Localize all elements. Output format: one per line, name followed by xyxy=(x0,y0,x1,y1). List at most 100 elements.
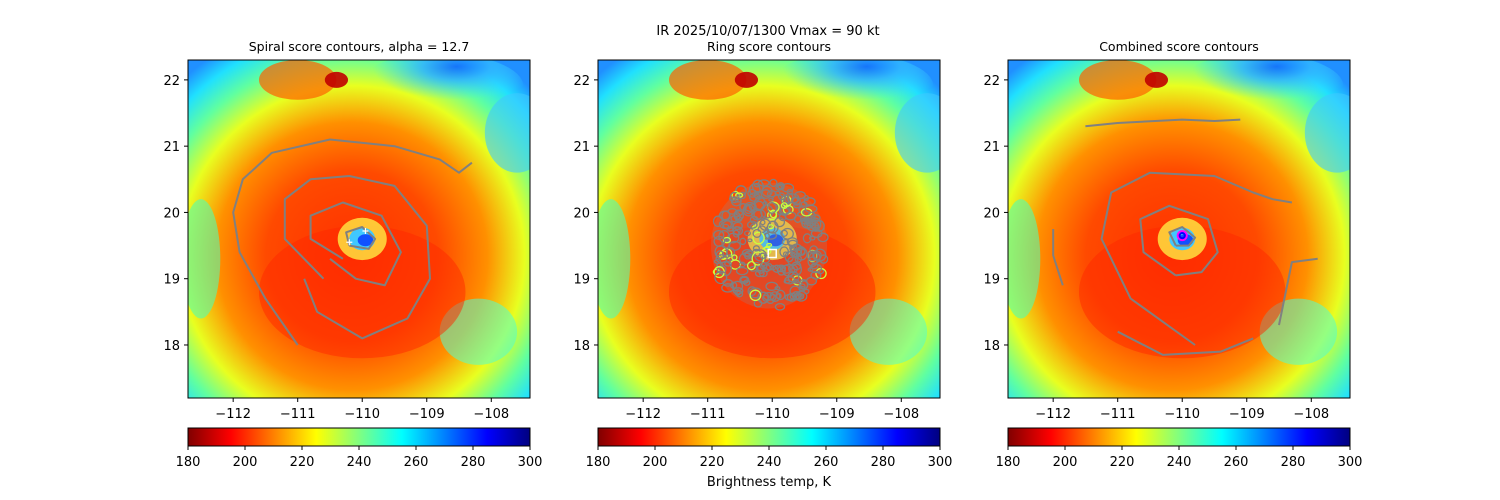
ring-contour xyxy=(714,270,728,285)
center-cross-marker xyxy=(362,227,369,234)
ring-contour xyxy=(807,267,814,272)
contour-line-2 xyxy=(1100,171,1293,346)
y-tick-label: 22 xyxy=(163,74,180,89)
colorbar-tick-label: 300 xyxy=(1338,455,1363,470)
band-west xyxy=(188,199,221,319)
band-southeast xyxy=(1259,298,1338,365)
contour-line-1 xyxy=(232,138,473,346)
ring-contour xyxy=(744,205,753,215)
colorbar-tick-label: 300 xyxy=(928,455,953,470)
outer-band-east xyxy=(1304,93,1350,173)
colorbar-tick-label: 260 xyxy=(404,455,429,470)
ring-contour xyxy=(731,254,738,261)
eye xyxy=(357,234,374,247)
center-square-marker xyxy=(767,248,777,259)
center-circle-marker xyxy=(1178,232,1186,240)
x-tick-label: −108 xyxy=(473,407,509,422)
panel-3: Combined score contours −112 −111 −110 −109 −… xyxy=(983,39,1363,470)
contour-layer xyxy=(710,178,829,311)
ring-contour xyxy=(774,302,786,311)
ring-contour xyxy=(807,256,818,268)
contour-line-7 xyxy=(1168,226,1197,247)
ring-score-contours xyxy=(710,178,829,311)
ring-contour xyxy=(735,215,743,223)
ring-contour xyxy=(769,178,778,188)
colorbar-tick-label: 220 xyxy=(290,455,315,470)
ring-contour xyxy=(759,252,766,260)
colorbar-tick-label: 280 xyxy=(871,455,896,470)
ring-contour xyxy=(765,263,773,271)
ring-contour xyxy=(735,266,749,276)
suptitle: IR 2025/10/07/1300 Vmax = 90 kt xyxy=(656,24,879,39)
ring-contour xyxy=(746,260,756,271)
eye xyxy=(767,234,784,247)
ring-contour xyxy=(747,238,753,243)
ring-contour xyxy=(757,291,770,304)
colorbar-tick-label: 240 xyxy=(757,455,782,470)
brightness-temp-image xyxy=(188,60,530,398)
ring-contour xyxy=(728,240,742,251)
colorbar-tick-label: 260 xyxy=(1224,455,1249,470)
ring-contour xyxy=(740,276,749,283)
y-tick-label: 18 xyxy=(983,339,1000,354)
ring-contour xyxy=(766,201,777,214)
panel-1: Spiral score contours, alpha = 12.7 −112 −… xyxy=(163,39,542,470)
ring-contour xyxy=(806,220,820,232)
ring-contour xyxy=(726,246,736,258)
ring-contour xyxy=(744,252,752,260)
colorbar-tick-label: 180 xyxy=(996,455,1021,470)
axes-frame xyxy=(1007,59,1351,399)
ring-contour xyxy=(753,209,767,220)
colorbar-tick-label: 220 xyxy=(700,455,725,470)
ring-contour xyxy=(739,237,747,246)
ring-contour xyxy=(792,278,800,284)
colorbar-1: 180 200 220 240 260 280 300 xyxy=(176,427,542,470)
panel-title: Ring score contours xyxy=(707,39,831,54)
warm-patch-north xyxy=(1078,60,1157,100)
hot-spot xyxy=(1144,71,1169,88)
ring-contour xyxy=(754,249,767,262)
ring-contour xyxy=(732,287,744,295)
colorbar-tick-label: 240 xyxy=(347,455,372,470)
ring-contour xyxy=(712,215,723,228)
colorbar-tick-label: 200 xyxy=(233,455,258,470)
band-west xyxy=(1008,199,1041,319)
colorbar-tick-label: 220 xyxy=(1110,455,1135,470)
band-southeast xyxy=(439,298,518,365)
y-tick-label: 18 xyxy=(573,339,590,354)
y-tick-label: 22 xyxy=(573,74,590,89)
ring-contour xyxy=(786,292,798,302)
ring-contour xyxy=(748,192,761,203)
ring-contour xyxy=(775,289,786,301)
y-tick-label: 21 xyxy=(983,140,1000,155)
x-tick-label: −110 xyxy=(344,407,380,422)
colorbar-gradient xyxy=(1007,427,1351,447)
ring-contour xyxy=(741,248,753,257)
ring-contour xyxy=(732,226,741,236)
x-tick-label: −112 xyxy=(215,407,251,422)
x-tick-label: −109 xyxy=(1229,407,1265,422)
colorbar-tick-label: 180 xyxy=(176,455,201,470)
ring-contour xyxy=(761,185,773,197)
ring-contour xyxy=(780,202,788,209)
ring-contour xyxy=(787,264,799,274)
ring-contour xyxy=(752,225,758,230)
ring-contour xyxy=(747,188,758,198)
ring-contour xyxy=(817,232,829,243)
contour-line-3 xyxy=(1139,204,1219,277)
ring-contour xyxy=(793,203,801,209)
contour-line-5 xyxy=(1278,257,1318,326)
ring-contour xyxy=(808,235,816,241)
ring-contour xyxy=(719,210,731,221)
ring-contour xyxy=(744,230,751,237)
ring-contour xyxy=(794,290,808,302)
ring-contour xyxy=(713,258,722,265)
core-cold-region xyxy=(1078,225,1286,359)
ring-contour xyxy=(813,248,827,262)
y-tick-label: 19 xyxy=(573,273,590,288)
ring-contour xyxy=(766,220,779,234)
x-tick-label: −111 xyxy=(1100,407,1136,422)
warm-patch-north xyxy=(258,60,337,100)
x-tick-label: −109 xyxy=(409,407,445,422)
ring-contour xyxy=(735,185,747,197)
